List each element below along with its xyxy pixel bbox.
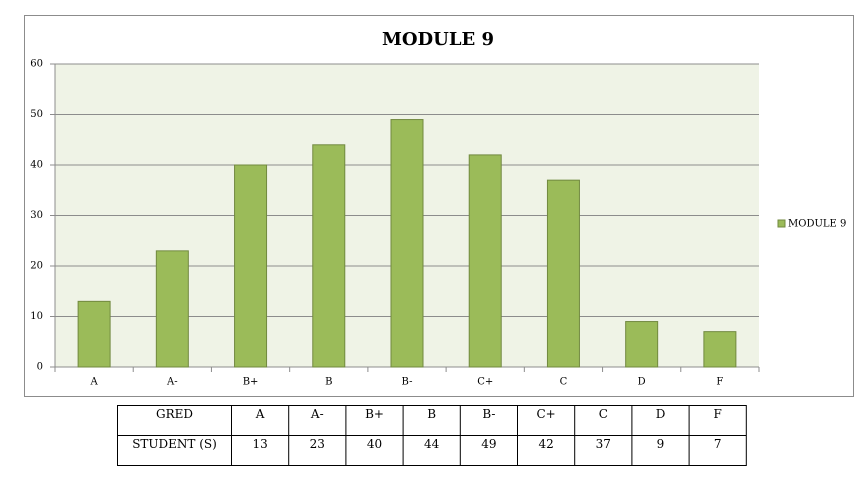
x-tick-label: C+ — [477, 377, 493, 388]
y-tick-label: 0 — [37, 362, 43, 373]
bar — [468, 154, 502, 368]
bar — [546, 179, 580, 368]
y-tick-label: 60 — [30, 59, 43, 70]
x-tick-label: D — [638, 377, 646, 388]
bar — [625, 321, 659, 368]
y-tick-label: 30 — [30, 210, 43, 221]
table-value-cell: 37 — [596, 437, 611, 451]
chart-title: MODULE 9 — [382, 29, 494, 50]
legend-swatch — [777, 219, 786, 228]
bar — [77, 300, 111, 368]
table-header-cell: B+ — [365, 407, 384, 421]
table-header-cell: C — [599, 407, 608, 421]
y-tick-label: 50 — [30, 109, 43, 120]
table-value-cell: 13 — [252, 437, 267, 451]
table-header-cell: B — [427, 407, 436, 421]
x-tick-label: F — [716, 377, 723, 388]
table-row-label: GRED — [156, 407, 193, 421]
table-row-label: STUDENT (S) — [132, 437, 217, 451]
bar — [390, 119, 424, 368]
bar — [312, 144, 346, 368]
bar — [703, 331, 737, 368]
y-tick-label: 20 — [30, 261, 43, 272]
x-tick-label: A — [89, 377, 98, 388]
table-value-cell: 40 — [367, 437, 382, 451]
table-header-cell: A — [255, 407, 265, 421]
y-tick-label: 10 — [30, 311, 43, 322]
table-value-cell: 7 — [714, 437, 722, 451]
bar — [234, 164, 268, 368]
x-tick-label: C — [560, 377, 568, 388]
table-value-cell: 49 — [481, 437, 496, 451]
x-tick-label: A- — [166, 377, 178, 388]
table-header-cell: F — [714, 407, 722, 421]
table-header-cell: D — [656, 407, 666, 421]
table-value-cell: 23 — [310, 437, 325, 451]
legend-label: MODULE 9 — [788, 219, 846, 230]
table-value-cell: 44 — [424, 437, 440, 451]
x-tick-label: B- — [402, 377, 413, 388]
x-tick-label: B — [325, 377, 332, 388]
bar — [155, 250, 189, 368]
table-value-cell: 9 — [657, 437, 665, 451]
table-value-cell: 42 — [538, 437, 553, 451]
table-header-cell: C+ — [536, 407, 555, 421]
y-tick-label: 40 — [30, 160, 43, 171]
table-header-cell: B- — [482, 407, 495, 421]
x-tick-label: B+ — [243, 377, 259, 388]
table-header-cell: A- — [310, 407, 324, 421]
